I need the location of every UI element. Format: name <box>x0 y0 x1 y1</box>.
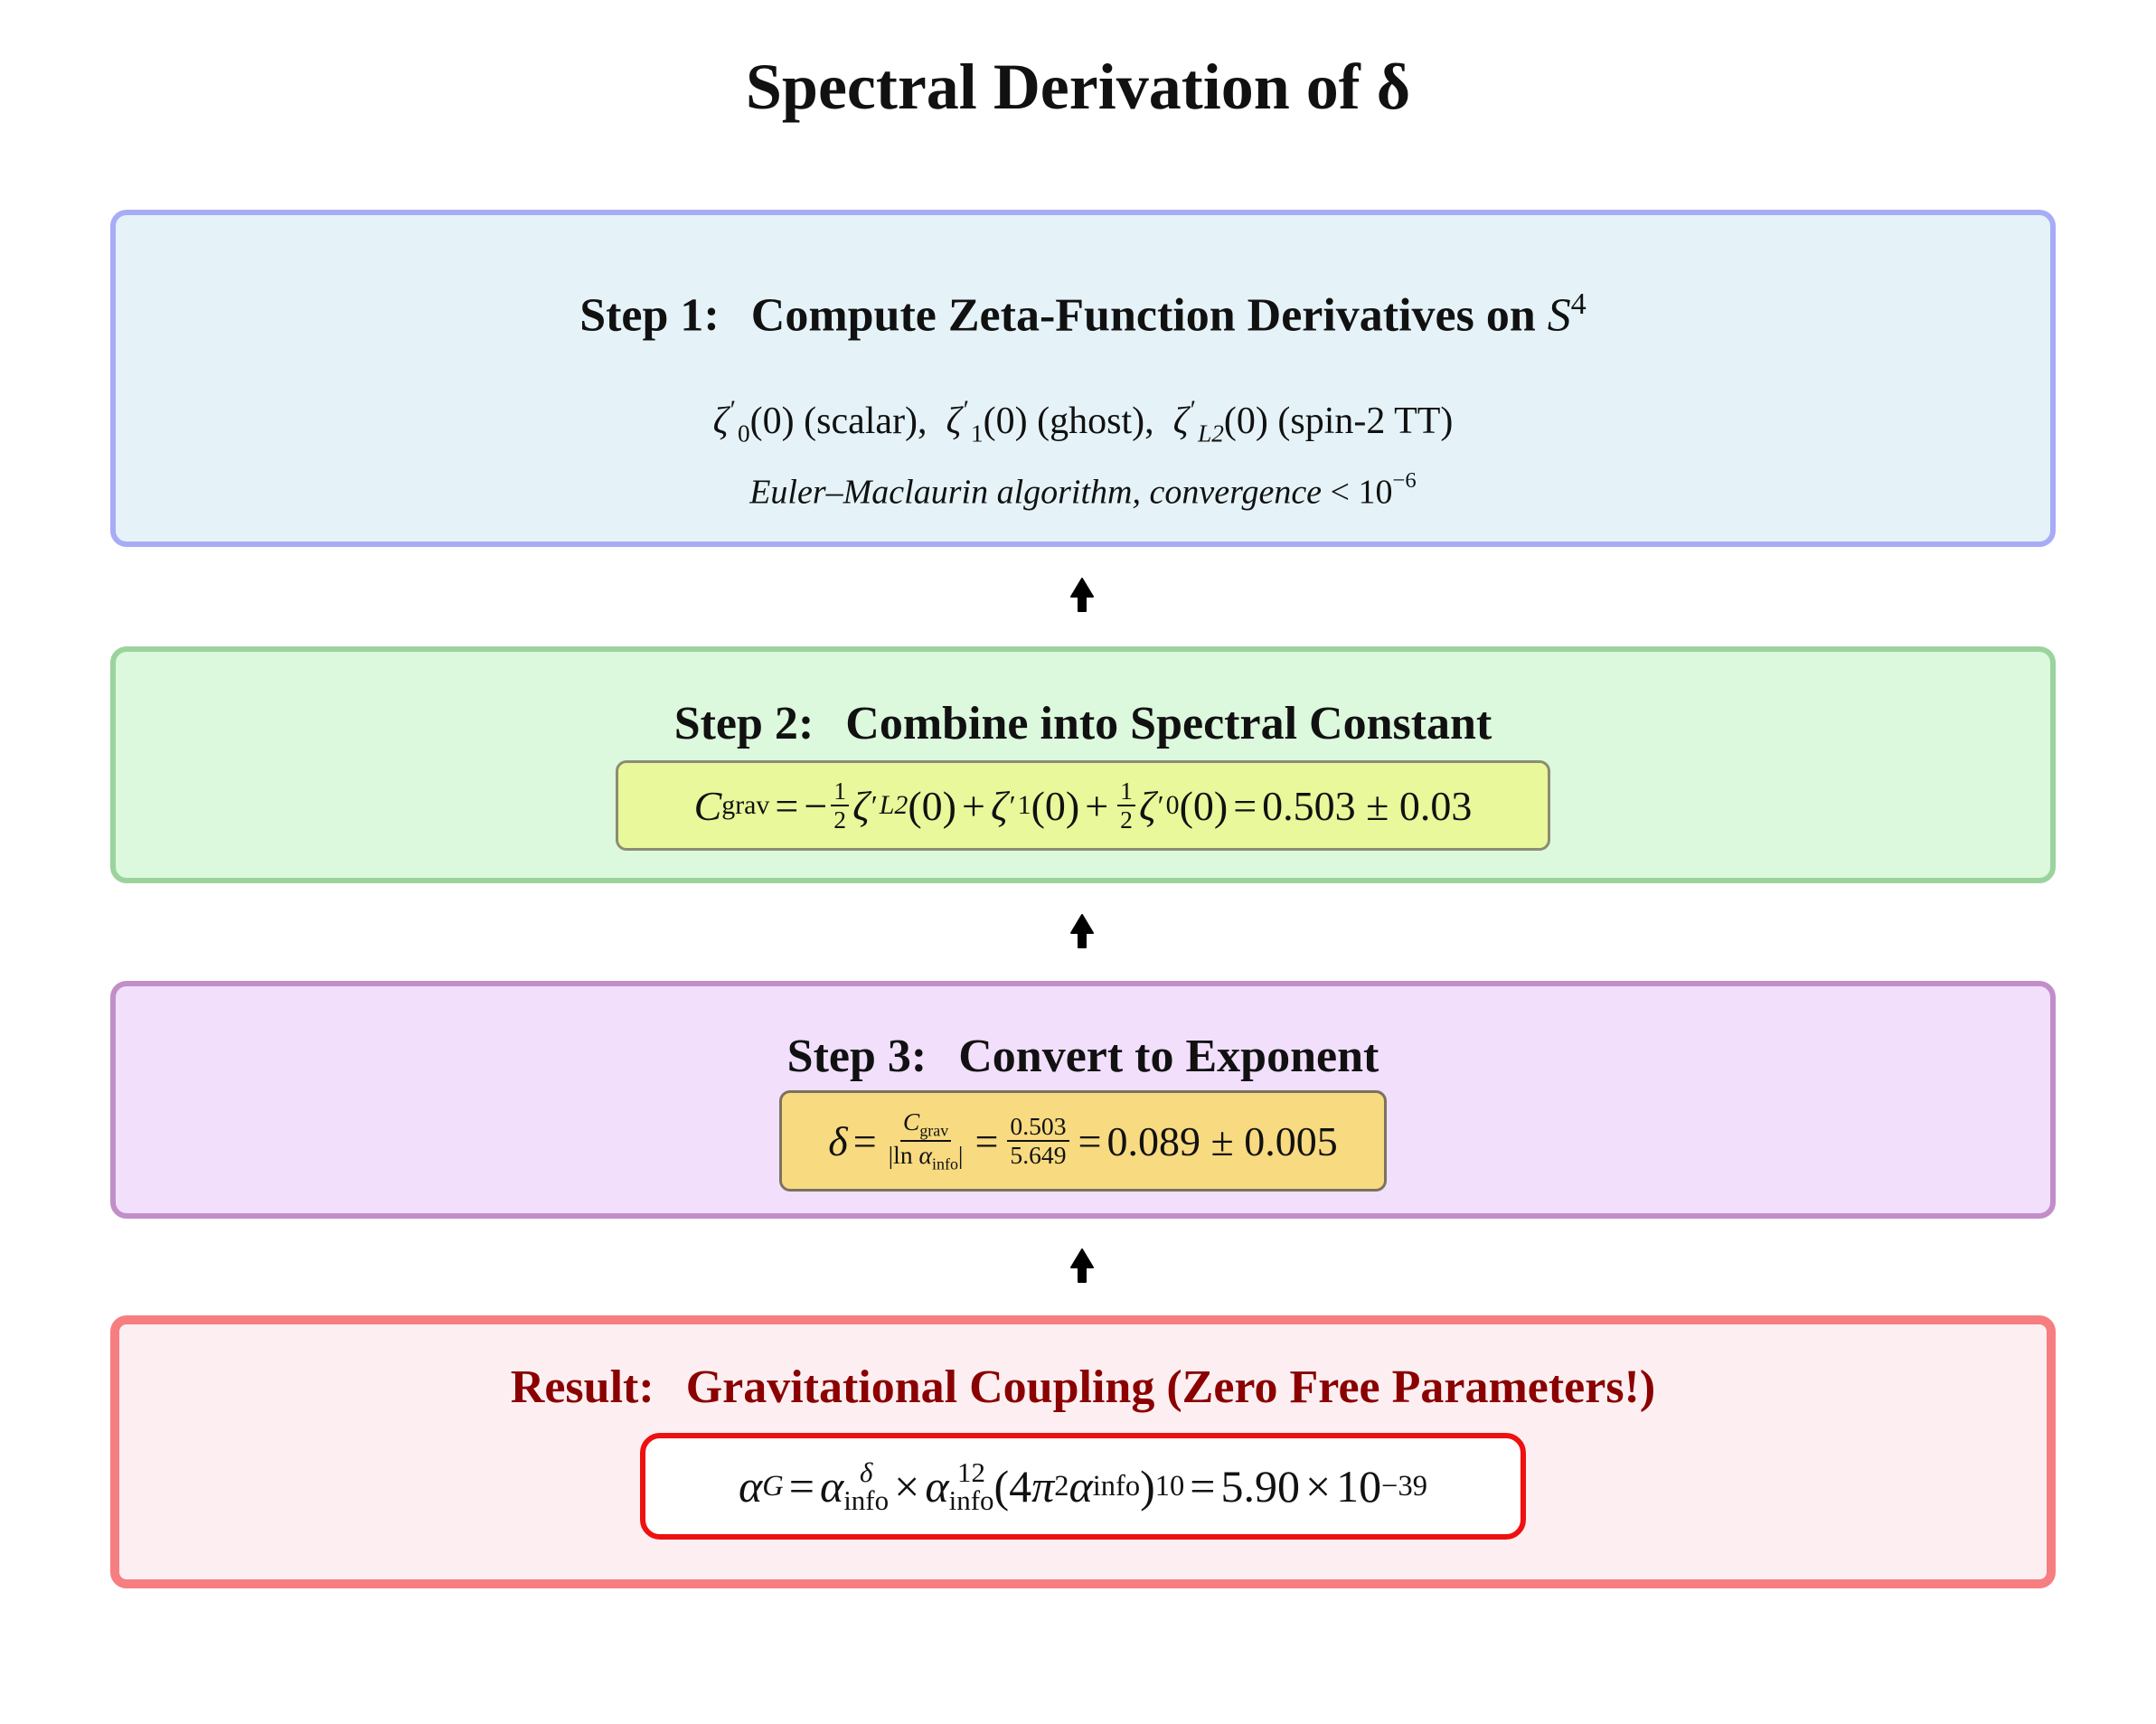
step2-heading-text: Combine into Spectral Constant <box>845 698 1492 749</box>
step2-label: Step 2 <box>673 698 798 749</box>
step2-box: Step 2: Combine into Spectral Constant C… <box>110 646 2056 883</box>
exponent-formula: δ = Cgrav |ln αinfo| = 0.503 5.649 = 0.089… <box>779 1090 1387 1192</box>
result-box: Result: Gravitational Coupling (Zero Fre… <box>110 1315 2056 1588</box>
zeta-ghost-item: (0) (ghost), <box>983 400 1154 443</box>
f2-sub-scalar: 0 <box>1165 790 1180 820</box>
step1-label: Step 1 <box>579 289 704 342</box>
step1-heading-symbol: S <box>1547 289 1571 342</box>
convergence-bound: < 10 <box>1330 473 1393 512</box>
step3-label: Step 3 <box>786 1031 911 1082</box>
fraction-denominator: 5.649 <box>1010 1141 1067 1169</box>
convergence-exp: −6 <box>1392 468 1417 493</box>
arrow-up-icon <box>1070 578 1094 612</box>
algorithm-note-text: Euler–Maclaurin algorithm, convergence <box>749 473 1323 512</box>
fraction-numerator: 0.503 <box>1007 1112 1069 1142</box>
step1-heading: Step 1: Compute Zeta-Function Derivative… <box>579 287 1586 342</box>
zeta-derivatives-line: ζ′0(0) (scalar), ζ′1(0) (ghost), ζ′L2(0)… <box>712 396 1454 447</box>
f2-sub-ghost: 1 <box>1017 790 1031 820</box>
step3-heading-text: Convert to Exponent <box>958 1031 1379 1082</box>
f2-sub-spin2: L2 <box>879 790 909 820</box>
step3-heading: Step 3: Convert to Exponent <box>786 1031 1379 1082</box>
result-label: Result <box>510 1361 639 1413</box>
step3-box: Step 3: Convert to Exponent δ = Cgrav |ln… <box>110 981 2056 1219</box>
result-heading: Result: Gravitational Coupling (Zero Fre… <box>510 1361 1656 1413</box>
c-grav-symbol: C <box>693 782 722 829</box>
step1-heading-text: Compute Zeta-Function Derivatives on <box>750 289 1536 342</box>
zeta-sub-scalar: 0 <box>738 419 750 447</box>
step2-heading: Step 2: Combine into Spectral Constant <box>673 698 1492 749</box>
zeta-scalar-item: (0) (scalar), <box>749 400 927 443</box>
diagram-title: Spectral Derivation of δ <box>745 51 1411 123</box>
alpha-g-exp: −39 <box>1381 1469 1427 1503</box>
step1-box: Step 1: Compute Zeta-Function Derivative… <box>110 210 2056 547</box>
arrow-up-icon <box>1070 914 1094 948</box>
exp-10: 10 <box>1154 1469 1185 1503</box>
zeta-sub-ghost: 1 <box>971 419 984 447</box>
algorithm-note: Euler–Maclaurin algorithm, convergence <… <box>116 468 2050 512</box>
zeta-spin2-item: (0) (spin-2 TT) <box>1223 400 1454 443</box>
c-grav-value: 0.503 ± 0.03 <box>1262 782 1473 829</box>
zeta-sub-spin2: L2 <box>1198 419 1224 447</box>
result-heading-text: Gravitational Coupling (Zero Free Parame… <box>685 1361 1656 1413</box>
step1-heading-exp: 4 <box>1570 287 1586 321</box>
alpha-g-value: 5.90 <box>1220 1461 1300 1512</box>
c-grav-sub: grav <box>721 790 770 820</box>
delta-value: 0.089 ± 0.005 <box>1106 1117 1338 1164</box>
arrow-up-icon <box>1070 1248 1094 1283</box>
exp-12: 12 <box>957 1456 986 1488</box>
